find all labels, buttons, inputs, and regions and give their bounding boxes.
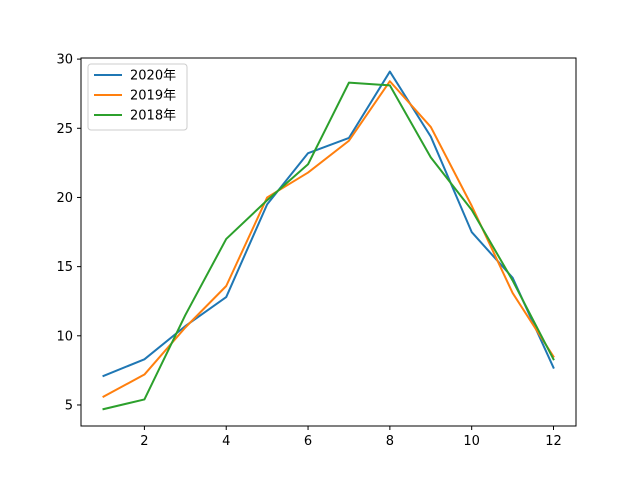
x-axis-ticks: 2 4 6 8 10 12 (140, 426, 562, 449)
y-tick-label: 10 (56, 329, 73, 344)
y-tick-label: 20 (56, 191, 73, 206)
series-line-2 (102, 81, 555, 411)
y-tick-label: 15 (56, 260, 73, 275)
axes-frame (80, 57, 577, 427)
y-tick-label: 25 (56, 122, 73, 137)
legend-label-1: 2019年 (130, 89, 176, 104)
x-tick-label: 8 (386, 434, 394, 449)
x-tick-label: 12 (545, 434, 562, 449)
legend-box (87, 63, 188, 131)
legend-label-0: 2020年 (130, 69, 176, 84)
series-lines (102, 70, 555, 411)
legend-label-2: 2018年 (130, 109, 176, 124)
x-tick-label: 4 (222, 434, 230, 449)
x-tick-label: 2 (140, 434, 148, 449)
x-tick-label: 10 (463, 434, 480, 449)
y-axis-ticks: 5 10 15 20 25 30 (56, 53, 81, 413)
y-tick-label: 5 (65, 398, 73, 413)
x-tick-label: 6 (304, 434, 312, 449)
series-line-0 (102, 70, 555, 378)
y-tick-label: 30 (56, 53, 73, 68)
legend: 2020年 2019年 2018年 (87, 63, 188, 131)
